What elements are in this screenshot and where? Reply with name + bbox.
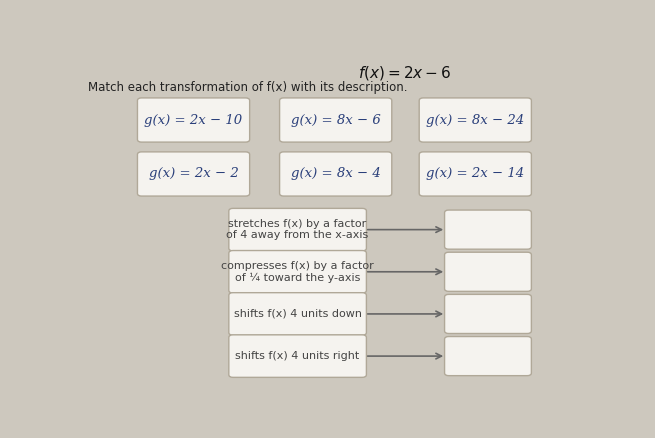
Text: $f(x) = 2x - 6$: $f(x) = 2x - 6$ [358, 64, 451, 82]
FancyBboxPatch shape [445, 336, 531, 376]
Text: g(x) = 8x − 6: g(x) = 8x − 6 [291, 113, 381, 127]
FancyBboxPatch shape [229, 208, 366, 251]
FancyBboxPatch shape [445, 252, 531, 291]
FancyBboxPatch shape [229, 335, 366, 378]
Text: g(x) = 2x − 2: g(x) = 2x − 2 [149, 167, 238, 180]
FancyBboxPatch shape [445, 210, 531, 249]
Text: g(x) = 2x − 14: g(x) = 2x − 14 [426, 167, 525, 180]
Text: g(x) = 2x − 10: g(x) = 2x − 10 [145, 113, 242, 127]
Text: shifts f(x) 4 units right: shifts f(x) 4 units right [236, 351, 360, 361]
FancyBboxPatch shape [419, 98, 531, 142]
FancyBboxPatch shape [445, 294, 531, 333]
FancyBboxPatch shape [138, 152, 250, 196]
FancyBboxPatch shape [419, 152, 531, 196]
FancyBboxPatch shape [229, 293, 366, 335]
FancyBboxPatch shape [280, 98, 392, 142]
Text: Match each transformation of f(x) with its description.: Match each transformation of f(x) with i… [88, 81, 407, 94]
FancyBboxPatch shape [280, 152, 392, 196]
Text: compresses f(x) by a factor
of ¼ toward the y-axis: compresses f(x) by a factor of ¼ toward … [221, 261, 374, 283]
Text: stretches f(x) by a factor
of 4 away from the x-axis: stretches f(x) by a factor of 4 away fro… [227, 219, 369, 240]
Text: shifts f(x) 4 units down: shifts f(x) 4 units down [234, 309, 362, 319]
FancyBboxPatch shape [229, 251, 366, 293]
FancyBboxPatch shape [138, 98, 250, 142]
Text: g(x) = 8x − 24: g(x) = 8x − 24 [426, 113, 525, 127]
Text: g(x) = 8x − 4: g(x) = 8x − 4 [291, 167, 381, 180]
